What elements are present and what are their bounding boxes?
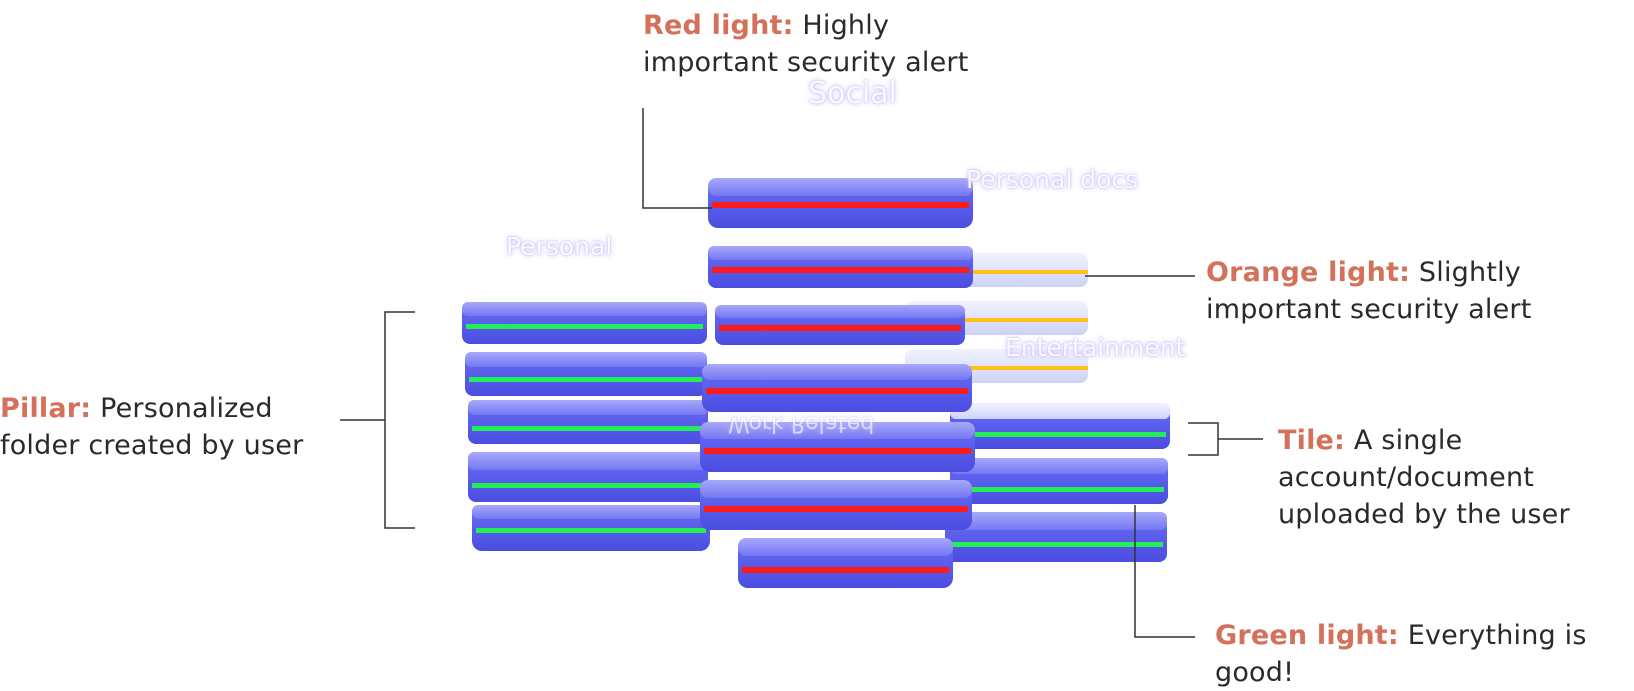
pillar-personal: [462, 302, 710, 551]
pillar-label-personal: Personal: [506, 232, 613, 261]
annotation-key: Pillar:: [0, 393, 92, 424]
red-light: [704, 448, 971, 454]
orange-light: [905, 318, 1088, 322]
annotation-text: Highly: [802, 10, 890, 41]
pillar-label-social: Social: [808, 76, 897, 111]
tile-bracket: [1188, 422, 1263, 456]
green-light-leader: [1134, 505, 1195, 638]
tile[interactable]: [700, 422, 975, 472]
annotation-text: good!: [1215, 657, 1295, 688]
pillar-label-entertainment: Entertainment: [1005, 333, 1186, 362]
annotation-key: Orange light:: [1206, 257, 1411, 288]
pillar-bracket: [340, 311, 415, 529]
tile[interactable]: [708, 246, 973, 288]
tile[interactable]: [700, 480, 972, 530]
annotation-text: Personalized: [100, 393, 273, 424]
green-light: [472, 483, 704, 488]
orange-light: [905, 366, 1088, 370]
annotation-pillar: Pillar: Personalized folder created by u…: [0, 390, 303, 464]
red-light: [712, 202, 969, 208]
annotation-tile: Tile: A single account/document uploaded…: [1278, 422, 1570, 533]
green-light: [472, 426, 704, 431]
tile[interactable]: [945, 512, 1167, 562]
annotation-text: uploaded by the user: [1278, 499, 1570, 530]
tile[interactable]: [950, 403, 1170, 449]
annotation-text: important security alert: [643, 47, 969, 78]
red-light: [704, 506, 968, 512]
annotation-text: important security alert: [1206, 294, 1532, 325]
pillar-label-personal-docs: Personal docs: [966, 165, 1139, 194]
green-light: [954, 432, 1166, 437]
green-light: [949, 542, 1163, 547]
annotation-green-light: Green light: Everything is good!: [1215, 617, 1587, 691]
tile[interactable]: [468, 400, 708, 444]
pillar-social: [700, 178, 975, 588]
tile[interactable]: [738, 538, 953, 588]
orange-light: [905, 270, 1088, 274]
annotation-key: Red light:: [643, 10, 794, 41]
tile[interactable]: [468, 452, 708, 502]
green-light: [469, 377, 703, 382]
tile[interactable]: [715, 305, 965, 345]
red-light: [742, 567, 949, 573]
tile[interactable]: [472, 505, 710, 551]
annotation-text: Everything is: [1407, 620, 1587, 651]
green-light: [466, 324, 703, 329]
annotation-red-light: Red light: Highly important security ale…: [643, 7, 969, 81]
tile[interactable]: [702, 364, 972, 412]
red-light: [706, 388, 968, 394]
tile[interactable]: [950, 458, 1168, 504]
annotation-text: account/document: [1278, 462, 1535, 493]
annotation-text: A single: [1353, 425, 1463, 456]
red-light: [712, 267, 969, 273]
tile[interactable]: [465, 352, 707, 396]
pillar-right-front: [945, 403, 1170, 562]
annotation-text: folder created by user: [0, 430, 304, 461]
annotation-text: Slightly: [1418, 257, 1521, 288]
annotation-key: Green light:: [1215, 620, 1399, 651]
red-light-leader: [642, 108, 712, 209]
green-light: [954, 487, 1164, 492]
annotation-orange-light: Orange light: Slightly important securit…: [1206, 254, 1532, 328]
tile[interactable]: [708, 178, 973, 228]
red-light: [719, 325, 961, 331]
tile[interactable]: [462, 302, 707, 344]
annotation-key: Tile:: [1278, 425, 1346, 456]
green-light: [476, 528, 706, 533]
